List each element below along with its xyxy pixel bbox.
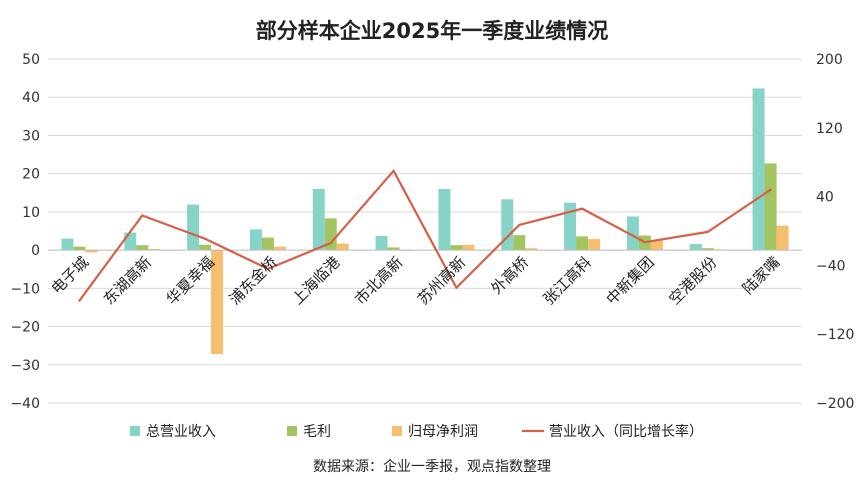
left-tick-label: −20	[10, 320, 40, 336]
bar-3	[776, 225, 789, 251]
right-tick-label: −40	[816, 258, 846, 274]
right-tick-label: 40	[816, 190, 834, 206]
growth-line-path	[78, 169, 772, 302]
legend-label: 毛利	[303, 424, 331, 440]
bar-1	[124, 232, 137, 251]
legend-swatch	[130, 426, 140, 436]
bar-2	[199, 244, 212, 251]
bar-3	[525, 248, 538, 251]
bar-1	[689, 243, 702, 251]
category-label: 空港股份	[665, 253, 720, 308]
right-tick-label: −120	[816, 327, 854, 343]
bar-1	[438, 188, 451, 251]
bar-1	[375, 235, 388, 251]
bar-2	[261, 237, 274, 251]
bar-1	[501, 199, 514, 251]
bar-2	[73, 246, 86, 251]
growth-line-point	[455, 286, 458, 289]
bar-1	[752, 88, 765, 251]
bar-2	[136, 245, 149, 251]
bar-2	[764, 163, 777, 251]
bar-1	[61, 238, 74, 251]
category-label: 上海临港	[288, 253, 343, 308]
growth-line-point	[392, 169, 395, 172]
bar-3	[462, 244, 475, 251]
bar-3	[273, 246, 286, 251]
growth-line	[78, 169, 772, 302]
bar-3	[211, 250, 224, 355]
left-tick-label: 10	[22, 205, 40, 221]
bar-1	[626, 216, 639, 251]
bar-3	[650, 240, 663, 251]
bar-3	[148, 248, 161, 251]
legend: 总营业收入 毛利 归母净利润 营业收入（同比增长率）	[130, 423, 703, 440]
right-axis-ticks: 200 120 40 −40 −120 −200	[816, 52, 854, 412]
bar-1	[187, 204, 200, 251]
right-tick-label: 200	[816, 52, 843, 68]
right-tick-label: −200	[816, 396, 854, 412]
left-tick-label: 40	[22, 90, 40, 106]
bar-2	[576, 236, 589, 251]
left-tick-label: 30	[22, 128, 40, 144]
bar-3	[85, 250, 98, 253]
left-tick-label: −10	[10, 281, 40, 297]
legend-label: 营业收入（同比增长率）	[549, 423, 703, 440]
growth-line-point	[643, 240, 647, 244]
growth-line-point	[78, 299, 81, 302]
chart-title: 部分样本企业2025年一季度业绩情况	[256, 19, 608, 43]
bar-1	[564, 202, 577, 251]
growth-line-point	[329, 241, 332, 245]
category-label: 陆家嘴	[739, 253, 784, 298]
left-axis-ticks: 50 40 30 20 10 0 −10 −20 −30 −40	[10, 52, 40, 412]
bar-2	[701, 248, 714, 251]
growth-line-point	[518, 223, 521, 227]
left-tick-label: 0	[31, 243, 40, 259]
legend-swatch	[392, 426, 402, 436]
left-tick-label: −30	[10, 358, 40, 374]
category-labels: 电子城 东湖高新 华夏幸福 浦东金桥 上海临港 市北高新 苏州高新 外高桥 张江高科 中新集团 空港…	[48, 253, 784, 308]
growth-line-point	[769, 188, 772, 191]
bar-3	[588, 239, 601, 251]
bar-2	[513, 235, 526, 251]
legend-label: 归母净利润	[408, 423, 478, 440]
bar-1	[312, 188, 325, 251]
growth-line-point	[706, 230, 709, 234]
category-label: 张江高科	[540, 253, 595, 308]
bar-2	[450, 245, 463, 251]
growth-line-point	[266, 267, 270, 271]
left-tick-label: −40	[10, 396, 40, 412]
category-label: 市北高新	[351, 253, 406, 308]
growth-line-point	[580, 207, 584, 210]
bar-2	[324, 218, 337, 251]
left-tick-label: 50	[22, 52, 40, 68]
legend-label: 总营业收入	[146, 424, 216, 440]
bar-3	[336, 243, 349, 251]
category-label: 中新集团	[603, 253, 658, 308]
right-tick-label: 120	[816, 121, 843, 137]
category-label: 华夏幸福	[163, 253, 218, 308]
bar-1	[249, 229, 262, 251]
bar-2	[387, 247, 400, 251]
growth-line-point	[141, 214, 144, 217]
category-label: 外高桥	[488, 253, 533, 298]
growth-line-point	[203, 237, 207, 240]
bar-marks	[48, 88, 802, 355]
left-tick-label: 20	[22, 167, 40, 183]
legend-swatch	[287, 426, 297, 436]
source-note: 数据来源：企业一季报，观点指数整理	[313, 458, 551, 475]
